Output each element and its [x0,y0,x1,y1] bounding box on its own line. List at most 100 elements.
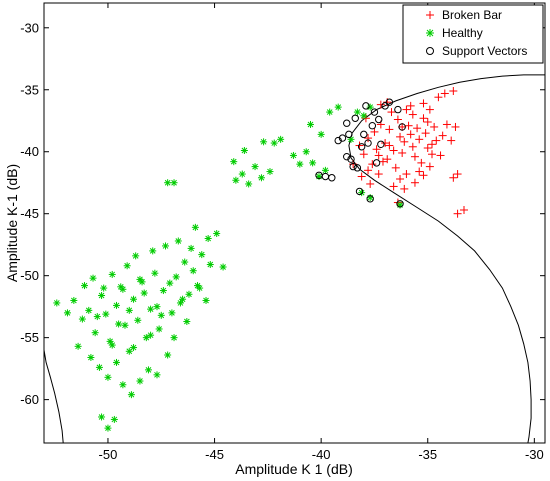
healthy-point [202,296,210,304]
broken-bar-point [372,145,381,154]
legend-label-broken-bar: Broken Bar [442,8,502,22]
healthy-point [309,159,317,167]
healthy-point [181,258,189,266]
healthy-point [191,223,199,231]
support-vector-point [394,105,402,114]
healthy-point [112,301,120,309]
broken-bar-point [419,99,428,108]
legend-label-healthy: Healthy [442,26,483,40]
support-vector-point [357,143,366,151]
healthy-point [63,309,71,317]
support-vector-point [377,140,385,148]
healthy-point [155,325,163,333]
healthy-point [366,103,374,111]
healthy-point [104,424,112,432]
healthy-point [115,320,123,328]
healthy-point [168,309,176,317]
healthy-point [85,306,93,314]
healthy-point [277,135,285,143]
broken-bar-point [383,155,392,164]
x-tick-label: -30 [525,447,544,462]
healthy-point [144,366,152,374]
healthy-point [187,244,195,252]
healthy-point [100,284,108,292]
healthy-point [153,371,161,379]
broken-bar-point [396,175,405,183]
legend-marker-plus [426,11,434,19]
healthy-point [78,315,86,323]
support-vector-point [353,164,362,172]
healthy-point [53,299,61,307]
healthy-point [81,282,89,290]
healthy-point [136,377,144,385]
healthy-point [219,263,227,271]
data-points-layer [53,87,468,432]
healthy-point [170,179,178,187]
support-vector-point [345,130,353,139]
broken-bar-point [374,151,383,160]
decision-boundary-left-branch [44,349,64,443]
broken-bar-point [385,125,394,134]
broken-bar-point [428,150,437,159]
broken-bar-point [415,167,424,176]
healthy-point [136,275,144,283]
healthy-point [159,287,167,295]
healthy-point [151,269,159,277]
healthy-point [172,273,180,281]
broken-bar-point [413,124,422,133]
y-tick-label: -30 [20,20,39,35]
healthy-point [232,176,240,184]
healthy-point [87,353,95,361]
healthy-point [74,342,82,350]
healthy-point [162,242,170,250]
healthy-point [127,391,135,399]
healthy-point [119,285,127,293]
y-axis-ticks: -30 -35 -40 -45 -50 -55 -60 [20,20,545,407]
healthy-point [147,305,155,313]
support-vector-point [362,102,370,110]
healthy-point [102,310,110,318]
broken-bar-point [449,173,458,182]
legend-marker-star [426,29,434,37]
healthy-point [123,262,131,270]
series-support-vectors [315,98,406,208]
healthy-point [91,329,99,337]
broken-bar-point [419,114,428,123]
series-broken-bar [349,87,468,218]
y-tick-label: -35 [20,82,39,97]
legend: Broken Bar Healthy Support Vectors [402,4,544,64]
legend-entry-broken-bar: Broken Bar [426,8,502,22]
support-vector-point [338,134,347,142]
broken-bar-point [359,150,368,159]
healthy-point [321,166,329,174]
healthy-point [306,120,314,128]
support-vector-point [328,174,336,182]
broken-bar-point [436,151,445,160]
support-vector-point [351,114,359,122]
broken-bar-point [421,129,430,138]
healthy-point [189,267,197,275]
broken-bar-point [366,179,375,188]
broken-bar-point [459,205,468,214]
broken-bar-point [451,122,460,131]
healthy-point [251,163,259,171]
broken-bar-point [408,110,417,119]
broken-bar-point [449,87,458,95]
support-vector-point [364,139,372,147]
support-vector-point [375,115,383,124]
broken-bar-point [400,184,409,193]
healthy-point [185,290,193,298]
healthy-point [360,112,368,120]
healthy-point [70,296,78,304]
x-axis-label: Amplitude K 1 (dB) [235,461,353,477]
support-vector-point [343,152,351,161]
broken-bar-point [364,134,373,143]
healthy-point [170,334,178,342]
broken-bar-point [453,209,462,218]
healthy-point [125,306,133,314]
healthy-point [240,146,248,154]
support-vector-point [334,136,342,145]
broken-bar-point [398,122,407,131]
legend-marker-circle [426,47,434,55]
healthy-point [108,341,116,349]
